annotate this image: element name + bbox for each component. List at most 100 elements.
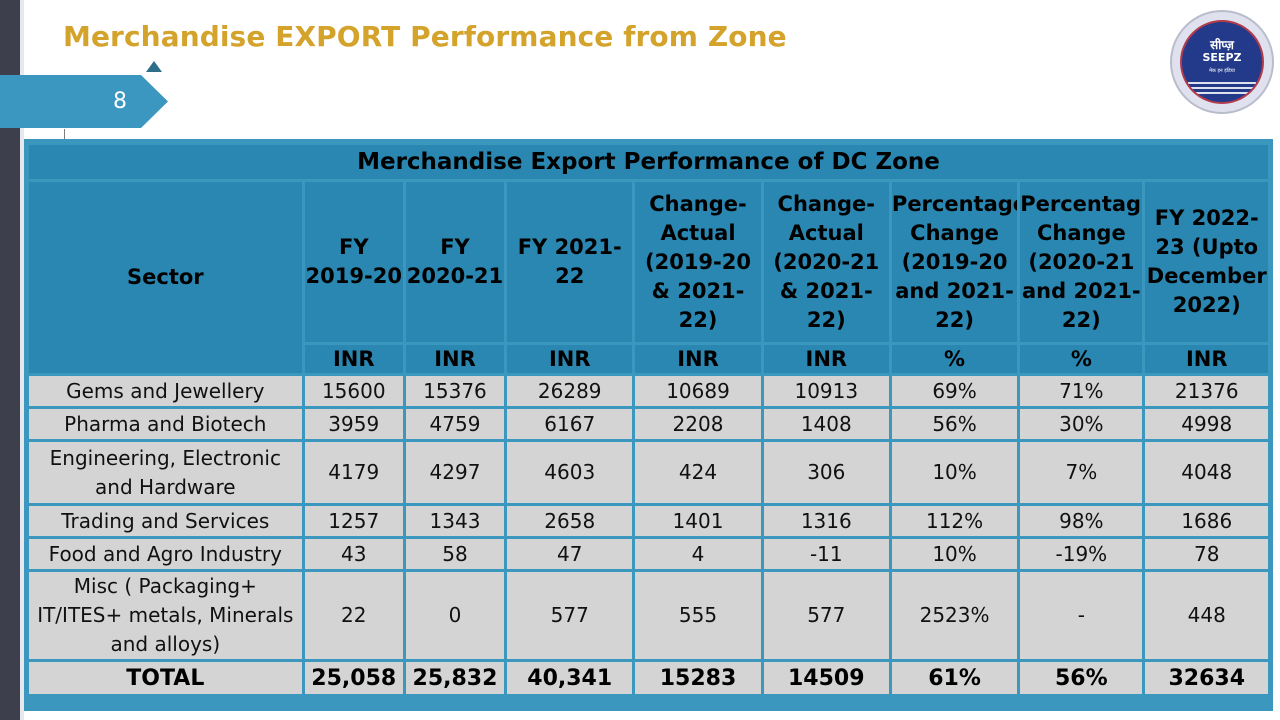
value-cell: 47 xyxy=(507,539,633,569)
header-fy-2020-21: FY 2020-21 xyxy=(405,182,505,342)
header-fy-2021-22: FY 2021-22 xyxy=(507,182,633,342)
value-cell: 98% xyxy=(1020,506,1143,536)
value-cell: -19% xyxy=(1020,539,1143,569)
value-cell: 4297 xyxy=(405,442,505,503)
sector-cell: Engineering, Electronic and Hardware xyxy=(29,442,302,503)
value-cell: 58 xyxy=(405,539,505,569)
table-row: Gems and Jewellery 15600 15376 26289 106… xyxy=(29,376,1268,406)
seepz-logo-subtext: मेक इन इंडिया xyxy=(1209,68,1235,74)
header-fy-2019-20: FY 2019-20 xyxy=(304,182,403,342)
value-cell: 43 xyxy=(304,539,403,569)
total-value-cell: 56% xyxy=(1020,662,1143,694)
value-cell: 112% xyxy=(891,506,1018,536)
value-cell: 21376 xyxy=(1145,376,1268,406)
value-cell: 577 xyxy=(763,572,889,659)
unit-cell: INR xyxy=(304,345,403,373)
logo-stripe xyxy=(1188,87,1256,89)
header-percentage-change-2019-20: Percentage Change (2019-20 and 2021-22) xyxy=(891,182,1018,342)
unit-cell: INR xyxy=(405,345,505,373)
value-cell: -11 xyxy=(763,539,889,569)
left-rail-bar xyxy=(0,0,20,720)
total-value-cell: 15283 xyxy=(635,662,761,694)
value-cell: 4603 xyxy=(507,442,633,503)
value-cell: 10689 xyxy=(635,376,761,406)
value-cell: 1316 xyxy=(763,506,889,536)
value-cell: 30% xyxy=(1020,409,1143,439)
total-value-cell: 25,058 xyxy=(304,662,403,694)
value-cell: 71% xyxy=(1020,376,1143,406)
sector-cell: Gems and Jewellery xyxy=(29,376,302,406)
value-cell: 22 xyxy=(304,572,403,659)
left-rail-highlight xyxy=(20,0,24,720)
export-performance-table-frame: Merchandise Export Performance of DC Zon… xyxy=(24,139,1273,711)
unit-cell: INR xyxy=(635,345,761,373)
unit-cell: % xyxy=(891,345,1018,373)
header-sector: Sector xyxy=(29,182,302,373)
total-value-cell: 61% xyxy=(891,662,1018,694)
seepz-logo-text: SEEPZ xyxy=(1202,51,1242,64)
table-row: Pharma and Biotech 3959 4759 6167 2208 1… xyxy=(29,409,1268,439)
value-cell: 7% xyxy=(1020,442,1143,503)
value-cell: 4998 xyxy=(1145,409,1268,439)
slide-title: Merchandise EXPORT Performance from Zone xyxy=(63,20,787,53)
table-row: Food and Agro Industry 43 58 47 4 -11 10… xyxy=(29,539,1268,569)
value-cell: 2658 xyxy=(507,506,633,536)
value-cell: 0 xyxy=(405,572,505,659)
page-number: 8 xyxy=(113,89,127,114)
value-cell: 1686 xyxy=(1145,506,1268,536)
value-cell: 69% xyxy=(891,376,1018,406)
value-cell: 10% xyxy=(891,442,1018,503)
page-number-arrow-tab xyxy=(0,75,168,128)
unit-cell: INR xyxy=(763,345,889,373)
value-cell: 4048 xyxy=(1145,442,1268,503)
sector-cell: Food and Agro Industry xyxy=(29,539,302,569)
value-cell: 1401 xyxy=(635,506,761,536)
logo-stripe xyxy=(1188,92,1256,94)
value-cell: 4179 xyxy=(304,442,403,503)
table-row: Misc ( Packaging+ IT/ITES+ metals, Miner… xyxy=(29,572,1268,659)
value-cell: 424 xyxy=(635,442,761,503)
export-performance-table: Merchandise Export Performance of DC Zon… xyxy=(26,142,1271,697)
value-cell: - xyxy=(1020,572,1143,659)
divider-tick xyxy=(64,129,65,139)
value-cell: 15600 xyxy=(304,376,403,406)
value-cell: 15376 xyxy=(405,376,505,406)
header-fy-2022-23: FY 2022-23 (Upto December 2022) xyxy=(1145,182,1268,342)
header-percentage-change-2020-21: Percentage Change (2020-21 and 2021-22) xyxy=(1020,182,1143,342)
seepz-logo: सीप्ज़ SEEPZ मेक इन इंडिया xyxy=(1170,10,1274,114)
unit-cell: INR xyxy=(507,345,633,373)
value-cell: 1408 xyxy=(763,409,889,439)
triangle-up-icon xyxy=(146,61,162,72)
value-cell: 56% xyxy=(891,409,1018,439)
value-cell: 1257 xyxy=(304,506,403,536)
table-row: Engineering, Electronic and Hardware 417… xyxy=(29,442,1268,503)
value-cell: 306 xyxy=(763,442,889,503)
total-value-cell: 32634 xyxy=(1145,662,1268,694)
total-label-cell: TOTAL xyxy=(29,662,302,694)
value-cell: 555 xyxy=(635,572,761,659)
sector-cell: Pharma and Biotech xyxy=(29,409,302,439)
value-cell: 78 xyxy=(1145,539,1268,569)
table-row: Trading and Services 1257 1343 2658 1401… xyxy=(29,506,1268,536)
value-cell: 1343 xyxy=(405,506,505,536)
value-cell: 577 xyxy=(507,572,633,659)
value-cell: 10913 xyxy=(763,376,889,406)
table-caption: Merchandise Export Performance of DC Zon… xyxy=(29,145,1268,179)
unit-cell: INR xyxy=(1145,345,1268,373)
total-value-cell: 40,341 xyxy=(507,662,633,694)
total-row: TOTAL 25,058 25,832 40,341 15283 14509 6… xyxy=(29,662,1268,694)
value-cell: 2523% xyxy=(891,572,1018,659)
logo-stripe xyxy=(1188,82,1256,84)
total-value-cell: 14509 xyxy=(763,662,889,694)
seepz-logo-hindi-text: सीप्ज़ xyxy=(1210,38,1234,52)
value-cell: 3959 xyxy=(304,409,403,439)
value-cell: 6167 xyxy=(507,409,633,439)
value-cell: 2208 xyxy=(635,409,761,439)
value-cell: 4759 xyxy=(405,409,505,439)
sector-cell: Trading and Services xyxy=(29,506,302,536)
seepz-logo-emblem: सीप्ज़ SEEPZ मेक इन इंडिया xyxy=(1180,20,1264,104)
value-cell: 10% xyxy=(891,539,1018,569)
header-change-actual-2020-21: Change-Actual (2020-21 & 2021-22) xyxy=(763,182,889,342)
header-change-actual-2019-20: Change-Actual (2019-20 & 2021-22) xyxy=(635,182,761,342)
unit-cell: % xyxy=(1020,345,1143,373)
